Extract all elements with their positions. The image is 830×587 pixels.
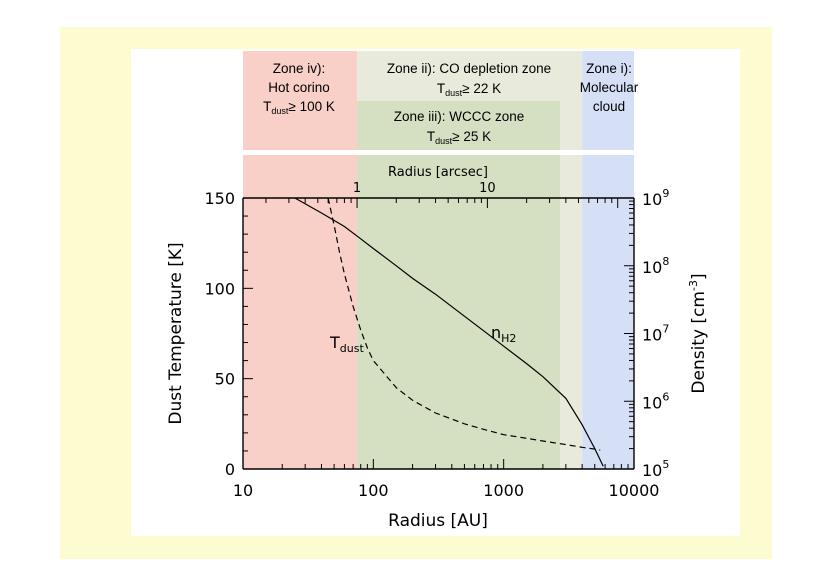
x-tick-label-100: 100 xyxy=(358,481,389,500)
y-right-tick-base-9: 10 xyxy=(642,190,662,209)
plot-layer xyxy=(294,197,604,467)
y-right-tick-exp-6: 6 xyxy=(662,390,669,403)
y-right-tick-base-8: 10 xyxy=(642,258,662,277)
y-right-tick-base-5: 10 xyxy=(642,461,662,480)
y-right-title-exp: -3 xyxy=(687,280,700,291)
zone-iv-line-1: Hot corino xyxy=(268,80,330,95)
header-separator xyxy=(240,150,638,155)
zone-iv-cond-rest: ≥ 100 K xyxy=(288,99,334,114)
y-right-title-end: ] xyxy=(689,273,709,280)
zone-ii-condition: Tdust≥ 22 K xyxy=(437,81,501,98)
x-tick-label-10000: 10000 xyxy=(609,481,660,500)
zone-iv-band xyxy=(243,51,358,469)
series-nh2-line xyxy=(294,197,604,467)
top-tick-label-1: 1 xyxy=(353,181,361,196)
nh2-label-sub: H2 xyxy=(501,332,516,345)
y-right-tick-exp-9: 9 xyxy=(662,187,669,200)
y-left-tick-label-100: 100 xyxy=(204,279,235,298)
zone-ii-cond-symbol: T xyxy=(437,81,445,96)
zone-i-band xyxy=(582,51,634,469)
zone-ii-cond-sub: dust xyxy=(445,88,463,98)
tdust-label: Tdust xyxy=(329,333,364,355)
y-right-tick-exp-7: 7 xyxy=(662,323,669,336)
zone-iii-cond-symbol: T xyxy=(427,129,435,144)
y-right-axis-title: Density [cm-3] xyxy=(687,273,709,393)
y-right-tick-label-8: 108 xyxy=(642,255,669,277)
zone-ii-cond-rest: ≥ 22 K xyxy=(462,81,501,96)
top-axis-title: Radius [arcsec] xyxy=(388,165,488,180)
x-axis-title: Radius [AU] xyxy=(388,511,488,531)
y-left-axis-title: Dust Temperature [K] xyxy=(166,242,186,424)
y-left-tick-label-50: 50 xyxy=(215,370,235,389)
y-right-title-unit: [cm xyxy=(689,291,709,324)
y-right-tick-label-9: 109 xyxy=(642,187,669,209)
zone-iv-condition: Tdust≥ 100 K xyxy=(263,99,335,116)
y-right-tick-exp-8: 8 xyxy=(662,255,669,268)
y-right-tick-exp-5: 5 xyxy=(662,458,669,471)
y-right-tick-base-7: 10 xyxy=(642,326,662,345)
labels-layer: Tdust nH2 xyxy=(329,323,516,355)
y-right-tick-label-6: 106 xyxy=(642,390,669,412)
y-right-title-main: Density xyxy=(689,324,709,394)
zone-i-line-2: cloud xyxy=(593,99,625,114)
tdust-label-main: T xyxy=(329,333,340,352)
y-left-tick-label-150: 150 xyxy=(204,189,235,208)
x-tick-label-1000: 1000 xyxy=(483,481,524,500)
y-left-tick-label-0: 0 xyxy=(225,460,235,479)
y-right-tick-base-6: 10 xyxy=(642,393,662,412)
zone-iv-cond-symbol: T xyxy=(263,99,271,114)
zone-iii-cond-rest: ≥ 25 K xyxy=(452,129,491,144)
zone-ii-line-0: Zone ii): CO depletion zone xyxy=(387,61,551,76)
zone-i-line-1: Molecular xyxy=(580,80,639,95)
zone-iv-line-0: Zone iv): xyxy=(273,61,326,76)
nh2-label-main: n xyxy=(491,323,501,342)
zone-i-line-0: Zone i): xyxy=(586,61,632,76)
zone-iii-condition: Tdust≥ 25 K xyxy=(427,129,491,146)
tdust-label-sub: dust xyxy=(340,342,365,355)
zone-iv-cond-sub: dust xyxy=(271,106,289,116)
top-tick-label-10: 10 xyxy=(479,181,496,196)
nh2-label: nH2 xyxy=(491,323,516,345)
y-right-tick-label-7: 107 xyxy=(642,323,669,345)
y-right-tick-label-5: 105 xyxy=(642,458,669,480)
x-tick-label-10: 10 xyxy=(233,481,253,500)
zone-iii-line-0: Zone iii): WCCC zone xyxy=(394,109,525,124)
zone-iii-band xyxy=(357,101,560,469)
series-tdust-line xyxy=(327,197,601,451)
zones-layer xyxy=(240,51,638,469)
zone-iii-cond-sub: dust xyxy=(435,136,453,146)
